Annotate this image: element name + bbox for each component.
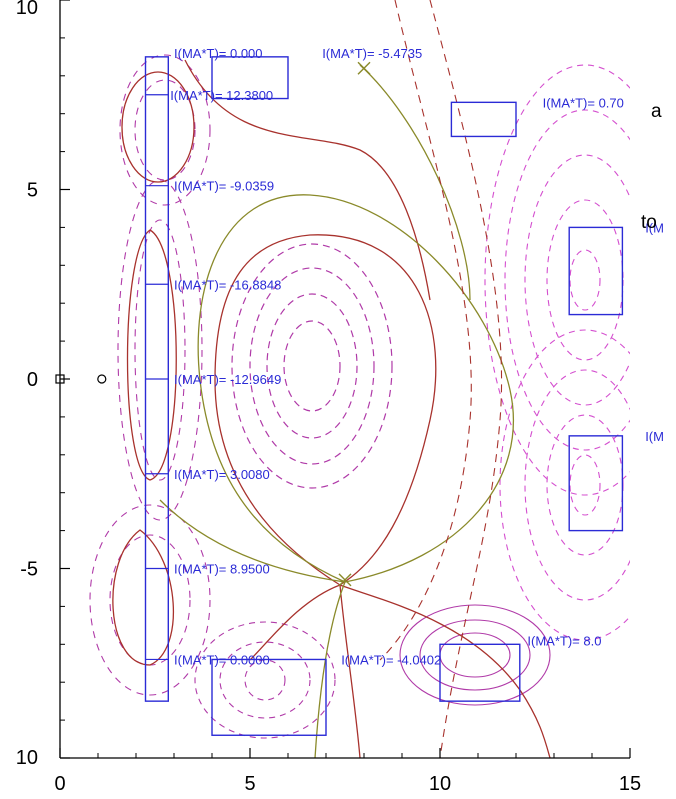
coil-current-label: I(MA*T)= 8.0 [527, 634, 601, 649]
outer-contour-set [379, 0, 503, 758]
x-tick-label: 0 [54, 773, 65, 795]
side-text-a: a [651, 101, 662, 122]
y-tick-label: 5 [27, 180, 38, 202]
coil-current-label: I(MA*T)= 0.70 [543, 95, 624, 110]
x-ticks: 0 5 10 15 [54, 748, 641, 795]
coil-current-label: I(M [645, 429, 664, 444]
bottom-coil-contour-set [194, 621, 336, 739]
coil-boxes [144, 56, 624, 736]
x-tick-label: 5 [244, 773, 255, 795]
coil-current-label: I(MA*T)= -5.4735 [322, 46, 422, 61]
y-tick-label: 10 [16, 0, 38, 19]
x-tick-label: 10 [429, 773, 451, 795]
coil-current-label: I(MA*T)= 0.0000 [174, 652, 270, 667]
y-tick-label: 10 [16, 747, 38, 769]
coil-current-label: I(MA*T)= 8.9500 [174, 562, 270, 577]
x-point-marker [357, 61, 371, 75]
y-tick-label: -5 [20, 559, 38, 581]
left-contour-set [89, 54, 211, 696]
solid-contour-set [112, 59, 551, 758]
x-point-marker [338, 573, 352, 587]
coil-box [439, 643, 521, 702]
coil-box [211, 56, 289, 100]
x-tick-label: 15 [619, 773, 641, 795]
separatrix [159, 64, 515, 758]
side-text-to: to [641, 212, 657, 233]
coil-current-label: I(MA*T)= 12.3800 [170, 88, 273, 103]
coil-box [450, 101, 517, 138]
right-lower-contour-set [499, 329, 630, 641]
coil-box [568, 435, 624, 532]
y-tick-label: 0 [27, 369, 38, 391]
coil-current-label: I(MA*T)= -16.8848 [174, 277, 281, 292]
y-ticks: 10 5 0 -5 10 [16, 0, 70, 769]
coil-current-label: I(MA*T)= -9.0359 [174, 179, 274, 194]
coil-current-label: I(M [645, 220, 664, 235]
x-points [338, 61, 371, 587]
coil-current-label: I(MA*T)= -4.0402 [341, 652, 441, 667]
coil-box [211, 658, 327, 736]
coil-current-label: I(MA*T)= -12.9649 [174, 372, 281, 387]
axis-marker-circle [97, 374, 107, 384]
coil-current-label: I(MA*T)= 3.0080 [174, 467, 270, 482]
flux-contours [89, 0, 630, 758]
coil-current-label: I(MA*T)= 0.000 [174, 46, 263, 61]
coil-box [568, 226, 624, 316]
central-contour-set [231, 243, 393, 489]
coil-labels: I(MA*T)= 0.000 I(MA*T)= -5.4735 I(MA*T)= 1… [170, 46, 664, 667]
